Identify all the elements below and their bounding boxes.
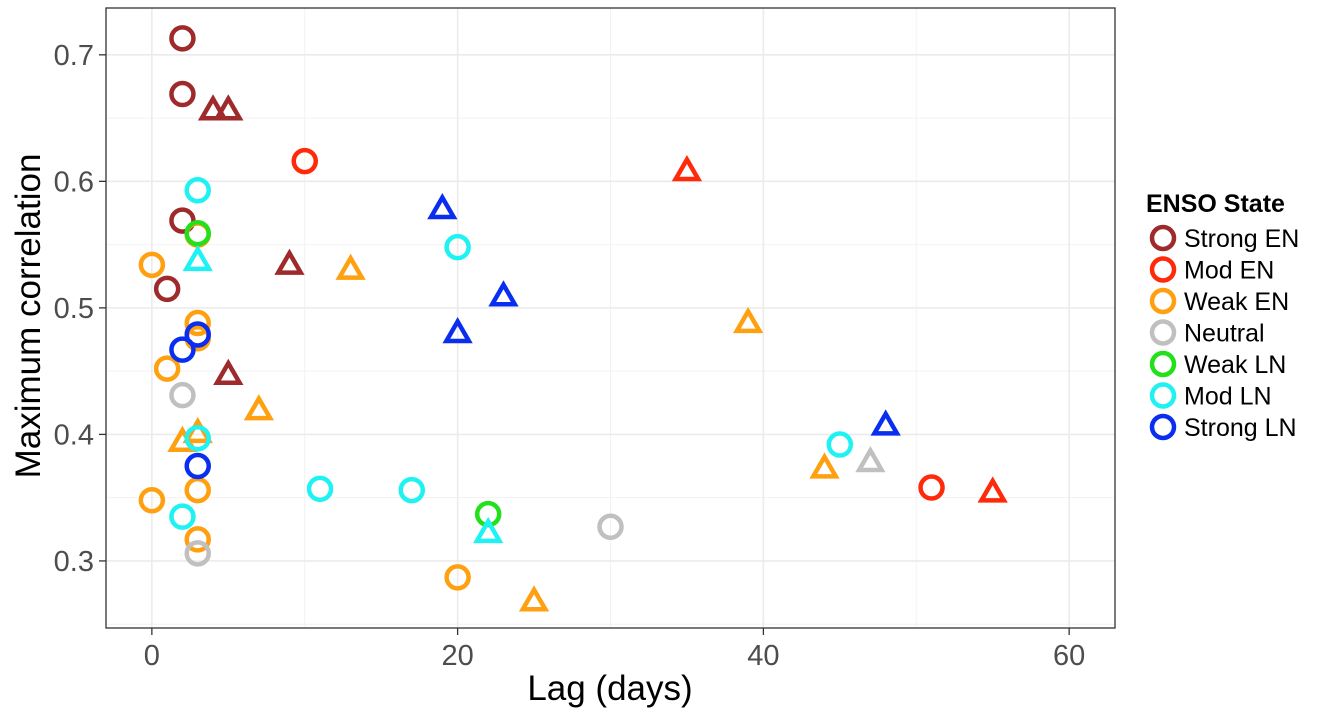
legend-label: Strong LN <box>1184 414 1297 442</box>
x-tick-label: 0 <box>144 640 160 672</box>
legend-key <box>1149 319 1177 346</box>
circle-point <box>826 431 854 458</box>
triangle-point <box>977 476 1008 503</box>
series-mod-ln <box>169 176 854 544</box>
circle-point <box>138 251 166 279</box>
circle-point <box>184 309 211 337</box>
y-tick-label: 0.4 <box>54 419 94 451</box>
circle-point <box>184 540 211 567</box>
circle-point <box>184 176 211 204</box>
circle-point <box>169 25 196 52</box>
circle-point <box>444 564 471 591</box>
x-axis-title: Lag (days) <box>527 669 692 708</box>
x-tick-label: 20 <box>441 640 473 672</box>
circle-point <box>918 474 945 501</box>
legend: ENSO State Strong EN Mod EN Weak EN Neutral… <box>1146 190 1299 442</box>
plot-panel-border <box>105 7 1116 629</box>
legend-label: Strong EN <box>1184 225 1299 253</box>
series-strong-en <box>153 25 305 385</box>
legend-label: Neutral <box>1184 320 1265 348</box>
y-axis-title: Maximum correlation <box>9 154 48 479</box>
legend-label: Mod LN <box>1184 383 1272 411</box>
triangle-point <box>197 94 229 121</box>
y-tick-label: 0.5 <box>54 293 94 325</box>
series-strong-ln <box>169 192 901 480</box>
circle-point <box>184 526 211 553</box>
circle-point <box>398 476 426 504</box>
circle-point <box>138 486 166 514</box>
legend-label: Weak LN <box>1184 351 1286 379</box>
circle-point <box>169 381 196 409</box>
circle-point <box>169 207 196 234</box>
x-tick-label: 40 <box>747 640 779 672</box>
triangle-point <box>732 306 764 334</box>
circle-point <box>291 147 318 175</box>
circle-point <box>184 219 211 247</box>
circle-point <box>153 275 181 303</box>
series-mod-en <box>291 147 1008 503</box>
triangle-point <box>870 409 901 436</box>
triangle-point <box>427 192 458 220</box>
circle-point <box>184 321 211 348</box>
y-tick-label: 0.3 <box>54 546 94 578</box>
triangle-point <box>243 394 275 421</box>
triangle-point <box>473 516 504 544</box>
triangle-point <box>274 248 305 275</box>
circle-point <box>597 513 624 541</box>
triangle-point <box>213 94 244 121</box>
triangle-point <box>518 585 550 612</box>
circle-point <box>153 355 181 382</box>
legend-key <box>1149 413 1177 441</box>
legend-key <box>1149 350 1177 378</box>
triangle-point <box>671 154 703 182</box>
x-tick-label: 60 <box>1053 640 1085 672</box>
circle-point <box>184 452 211 480</box>
legend-title: ENSO State <box>1146 190 1285 218</box>
legend-key <box>1149 224 1177 252</box>
circle-point <box>184 424 211 452</box>
legend-label: Mod EN <box>1184 257 1274 285</box>
triangle-point <box>182 244 213 272</box>
triangle-point <box>442 316 473 344</box>
circle-point <box>169 80 196 108</box>
circle-point <box>169 503 196 530</box>
legend-key <box>1149 382 1177 409</box>
axes: 0 20 40 60 0.3 0.4 0.5 0.6 0.7 <box>54 40 1086 672</box>
triangle-point <box>855 446 886 473</box>
triangle-point <box>488 280 519 307</box>
triangle-point <box>809 452 840 479</box>
legend-key <box>1149 287 1177 315</box>
legend-label: Weak EN <box>1184 288 1289 316</box>
y-tick-label: 0.6 <box>54 166 94 198</box>
y-tick-label: 0.7 <box>54 40 94 72</box>
circle-point <box>444 233 471 261</box>
circle-point <box>306 475 334 503</box>
circle-point <box>169 336 196 363</box>
legend-key <box>1149 256 1177 283</box>
triangle-point <box>335 253 366 280</box>
grid-lines <box>106 8 1115 628</box>
data-points <box>138 25 1008 612</box>
triangle-point <box>213 358 244 385</box>
series-neutral <box>169 381 886 567</box>
